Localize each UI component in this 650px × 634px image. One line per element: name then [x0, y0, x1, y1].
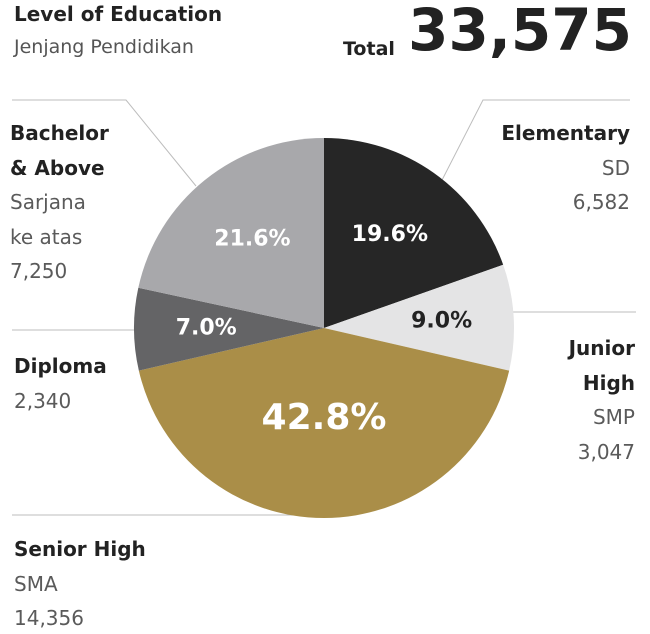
- local-name: SD: [601, 155, 630, 180]
- connector: [439, 99, 630, 185]
- category-label-block: Diploma 2,340: [14, 349, 164, 418]
- chart-title: Level of Education: [14, 2, 223, 26]
- category-name: Diploma: [14, 354, 107, 378]
- slice-label: 7.0%: [176, 316, 237, 341]
- category-name: Bachelor & Above: [10, 121, 109, 180]
- count-label: 2,340: [14, 388, 72, 413]
- category-label-block: Elementary SD 6,582: [430, 116, 630, 220]
- category-name: Elementary: [501, 121, 630, 145]
- connectors: [12, 99, 636, 516]
- count-label: 3,047: [577, 439, 635, 464]
- slice-label: 19.6%: [352, 222, 428, 247]
- total-value: 33,575: [408, 0, 632, 64]
- local-name: SMP: [592, 405, 635, 429]
- count-label: 14,356: [14, 606, 84, 630]
- slice-label: 42.8%: [262, 397, 387, 438]
- category-label-block: Junior High SMP 3,047: [535, 331, 635, 469]
- total-caption: Total: [343, 38, 395, 60]
- local-name: Sarjana ke atas: [10, 190, 86, 249]
- pie-slice: [138, 137, 324, 328]
- pie-slice: [134, 287, 324, 371]
- category-label-block: Bachelor & Above Sarjana ke atas 7,250: [10, 116, 128, 289]
- category-name: Senior High: [14, 537, 146, 561]
- local-name: SMA: [14, 571, 58, 596]
- slice-label: 9.0%: [411, 308, 472, 333]
- count-label: 6,582: [572, 190, 630, 214]
- category-name: Junior High: [568, 336, 635, 395]
- pie-slice: [324, 264, 514, 371]
- connector: [12, 99, 197, 187]
- slice-label: 21.6%: [214, 226, 290, 251]
- chart-subtitle: Jenjang Pendidikan: [14, 36, 194, 58]
- category-label-block: Senior High SMA 14,356: [14, 532, 264, 634]
- pie-slice: [324, 138, 504, 328]
- count-label: 7,250: [10, 259, 68, 283]
- pie-slice: [138, 328, 510, 519]
